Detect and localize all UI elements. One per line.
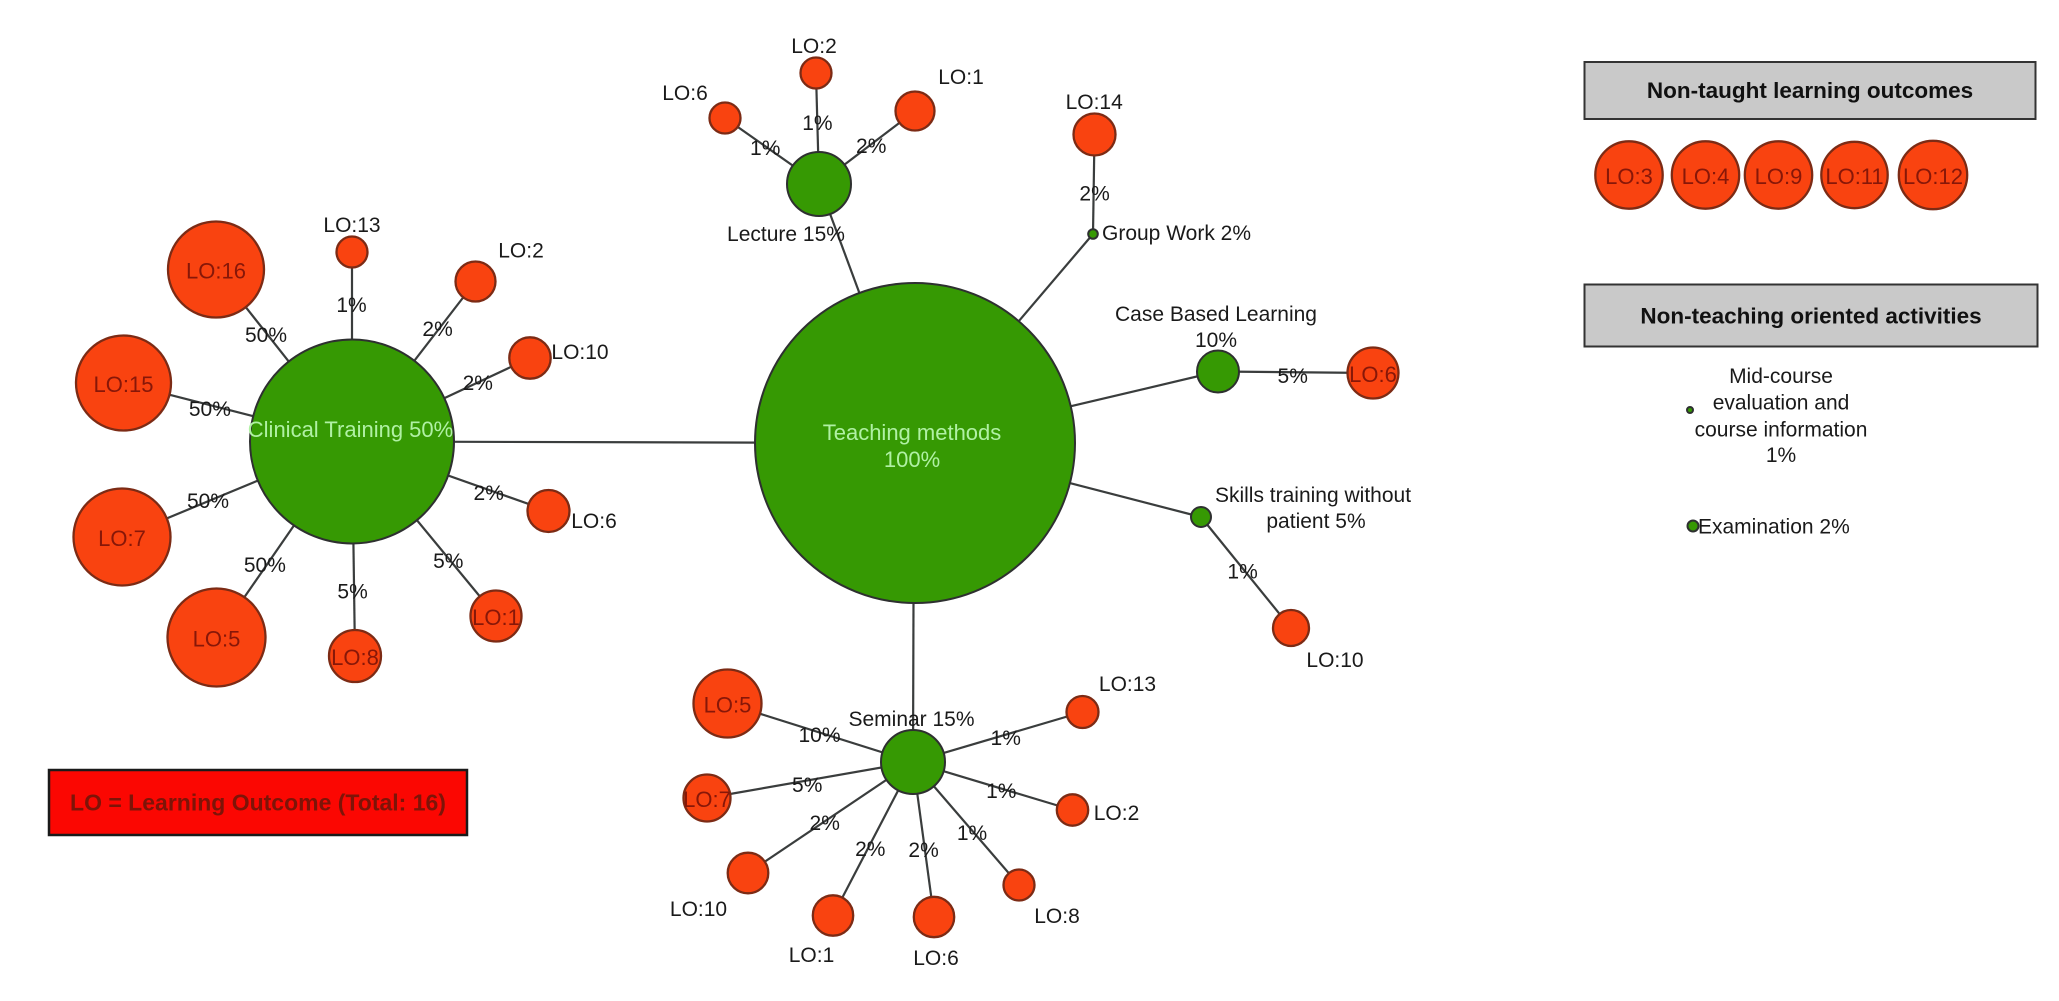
svg-text:1%: 1% xyxy=(986,780,1016,803)
svg-text:2%: 2% xyxy=(855,838,885,861)
svg-text:10%: 10% xyxy=(1195,329,1237,352)
svg-text:5%: 5% xyxy=(792,774,822,797)
svg-text:patient 5%: patient 5% xyxy=(1266,510,1365,533)
svg-text:5%: 5% xyxy=(337,581,367,604)
svg-text:LO:2: LO:2 xyxy=(791,35,837,58)
svg-text:LO:5: LO:5 xyxy=(704,693,752,718)
svg-text:course information: course information xyxy=(1695,419,1868,442)
svg-text:LO:7: LO:7 xyxy=(683,787,731,812)
svg-text:2%: 2% xyxy=(810,812,840,835)
svg-text:50%: 50% xyxy=(189,398,231,421)
svg-text:2%: 2% xyxy=(856,135,886,158)
svg-text:Case Based Learning: Case Based Learning xyxy=(1115,303,1317,326)
svg-text:100%: 100% xyxy=(884,447,940,472)
svg-text:Non-teaching oriented activiti: Non-teaching oriented activities xyxy=(1640,304,1981,329)
svg-text:1%: 1% xyxy=(1227,561,1257,584)
svg-text:Seminar 15%: Seminar 15% xyxy=(848,708,974,731)
svg-text:Group Work 2%: Group Work 2% xyxy=(1102,222,1251,245)
svg-text:1%: 1% xyxy=(750,137,780,160)
svg-text:50%: 50% xyxy=(244,554,286,577)
svg-text:50%: 50% xyxy=(187,490,229,513)
svg-text:LO = Learning Outcome (Total:: LO = Learning Outcome (Total: 16) xyxy=(70,790,446,816)
svg-text:LO:12: LO:12 xyxy=(1903,164,1963,189)
svg-text:LO:5: LO:5 xyxy=(193,627,241,652)
svg-text:1%: 1% xyxy=(957,822,987,845)
svg-text:LO:15: LO:15 xyxy=(94,372,154,397)
svg-text:2%: 2% xyxy=(474,482,504,505)
svg-text:1%: 1% xyxy=(1766,444,1796,467)
svg-text:2%: 2% xyxy=(463,372,493,395)
svg-text:LO:16: LO:16 xyxy=(186,259,246,284)
svg-text:LO:8: LO:8 xyxy=(331,645,379,670)
svg-text:Skills training without: Skills training without xyxy=(1215,484,1411,507)
svg-text:Clinical Training 50%: Clinical Training 50% xyxy=(248,417,453,442)
svg-text:LO:6: LO:6 xyxy=(662,82,708,105)
svg-text:10%: 10% xyxy=(798,724,840,747)
svg-text:LO:13: LO:13 xyxy=(323,214,380,237)
svg-text:2%: 2% xyxy=(908,839,938,862)
svg-text:LO:7: LO:7 xyxy=(98,526,146,551)
svg-text:2%: 2% xyxy=(1079,183,1109,206)
svg-text:Mid-course: Mid-course xyxy=(1729,365,1833,388)
svg-text:LO:1: LO:1 xyxy=(938,66,984,89)
svg-text:2%: 2% xyxy=(422,318,452,341)
svg-text:LO:3: LO:3 xyxy=(1605,164,1653,189)
svg-text:LO:9: LO:9 xyxy=(1755,164,1803,189)
svg-text:1%: 1% xyxy=(991,727,1021,750)
svg-text:LO:6: LO:6 xyxy=(571,510,617,533)
svg-text:LO:14: LO:14 xyxy=(1066,91,1124,114)
svg-text:LO:1: LO:1 xyxy=(472,605,520,630)
svg-text:LO:4: LO:4 xyxy=(1682,164,1730,189)
svg-text:LO:13: LO:13 xyxy=(1099,673,1156,696)
svg-text:LO:6: LO:6 xyxy=(1349,362,1397,387)
svg-text:LO:10: LO:10 xyxy=(551,341,608,364)
svg-text:evaluation and: evaluation and xyxy=(1713,392,1850,415)
svg-text:LO:10: LO:10 xyxy=(670,898,727,921)
svg-text:1%: 1% xyxy=(802,112,832,135)
svg-text:LO:8: LO:8 xyxy=(1034,905,1080,928)
svg-text:LO:10: LO:10 xyxy=(1306,649,1363,672)
svg-text:5%: 5% xyxy=(1278,365,1308,388)
svg-text:LO:11: LO:11 xyxy=(1825,164,1883,189)
svg-text:Lecture 15%: Lecture 15% xyxy=(727,223,845,246)
svg-text:1%: 1% xyxy=(336,294,366,317)
svg-text:LO:2: LO:2 xyxy=(1094,802,1140,825)
svg-text:50%: 50% xyxy=(245,324,287,347)
svg-text:LO:1: LO:1 xyxy=(789,944,835,967)
svg-text:5%: 5% xyxy=(433,550,463,573)
svg-text:LO:2: LO:2 xyxy=(498,240,544,263)
svg-text:LO:6: LO:6 xyxy=(913,947,959,970)
svg-text:Examination 2%: Examination 2% xyxy=(1698,516,1850,539)
svg-text:Teaching methods: Teaching methods xyxy=(823,420,1002,445)
svg-text:Non-taught learning outcomes: Non-taught learning outcomes xyxy=(1647,78,1973,103)
